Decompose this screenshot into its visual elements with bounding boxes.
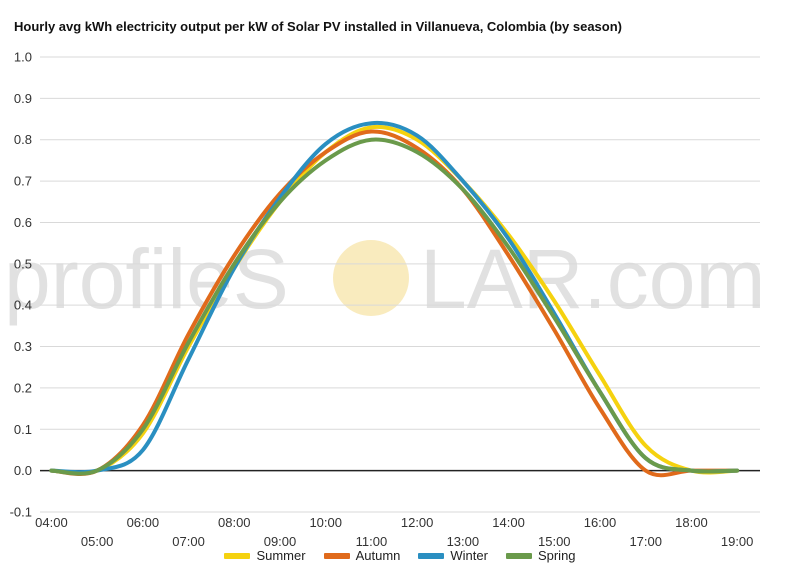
legend-swatch-summer bbox=[224, 552, 251, 559]
y-axis-ticks: -0.1 0.0 0.1 0.2 0.3 0.4 0.5 0.6 0.7 0.8 0.9 1.0 bbox=[10, 50, 32, 520]
legend: Summer Autumn Winter Spring bbox=[0, 548, 800, 563]
y-tick-label: 0.1 bbox=[14, 422, 32, 437]
legend-swatch-winter bbox=[418, 552, 445, 559]
watermark: profileS LAR.com bbox=[4, 232, 765, 326]
y-tick-label: -0.1 bbox=[10, 505, 32, 520]
x-tick-label: 14:00 bbox=[492, 515, 525, 530]
legend-item-autumn[interactable]: Autumn bbox=[323, 548, 401, 563]
grid bbox=[40, 56, 760, 513]
x-tick-label: 07:00 bbox=[172, 534, 205, 549]
legend-item-winter[interactable]: Winter bbox=[418, 548, 488, 563]
legend-item-summer[interactable]: Summer bbox=[224, 548, 306, 563]
x-tick-label: 10:00 bbox=[309, 515, 342, 530]
x-tick-label: 08:00 bbox=[218, 515, 251, 530]
x-tick-label: 04:00 bbox=[35, 515, 68, 530]
chart-title: Hourly avg kWh electricity output per kW… bbox=[14, 19, 622, 34]
legend-swatch-autumn bbox=[323, 552, 350, 559]
y-tick-label: 0.6 bbox=[14, 215, 32, 230]
x-tick-label: 19:00 bbox=[721, 534, 754, 549]
x-tick-label: 05:00 bbox=[81, 534, 114, 549]
x-tick-label: 15:00 bbox=[538, 534, 571, 549]
x-tick-label: 06:00 bbox=[127, 515, 160, 530]
y-tick-label: 0.0 bbox=[14, 463, 32, 478]
legend-label-winter: Winter bbox=[450, 548, 488, 563]
legend-swatch-spring bbox=[505, 552, 532, 559]
legend-label-spring: Spring bbox=[537, 548, 576, 563]
y-tick-label: 0.4 bbox=[14, 298, 32, 313]
x-tick-label: 12:00 bbox=[401, 515, 434, 530]
y-tick-label: 0.7 bbox=[14, 174, 32, 189]
legend-item-spring[interactable]: Spring bbox=[505, 548, 576, 563]
watermark-sun bbox=[333, 240, 409, 316]
watermark-text-right: LAR.com bbox=[420, 232, 765, 326]
series-lines bbox=[49, 120, 740, 478]
x-tick-label: 17:00 bbox=[629, 534, 662, 549]
x-axis-ticks: 04:00 06:00 08:00 10:00 12:00 14:00 16:00 18:00… bbox=[35, 515, 753, 549]
y-tick-label: 0.5 bbox=[14, 256, 32, 271]
legend-label-summer: Summer bbox=[256, 548, 306, 563]
y-tick-label: 0.3 bbox=[14, 339, 32, 354]
series-line-spring bbox=[49, 137, 740, 476]
x-tick-label: 09:00 bbox=[264, 534, 297, 549]
y-tick-label: 0.2 bbox=[14, 380, 32, 395]
x-tick-label: 13:00 bbox=[447, 534, 480, 549]
x-tick-label: 11:00 bbox=[356, 534, 388, 549]
y-tick-label: 0.8 bbox=[14, 132, 32, 147]
y-tick-label: 1.0 bbox=[14, 50, 32, 65]
y-tick-label: 0.9 bbox=[14, 91, 32, 106]
x-tick-label: 18:00 bbox=[675, 515, 708, 530]
series-line-autumn bbox=[49, 129, 740, 478]
x-tick-label: 16:00 bbox=[584, 515, 617, 530]
legend-label-autumn: Autumn bbox=[355, 548, 401, 563]
